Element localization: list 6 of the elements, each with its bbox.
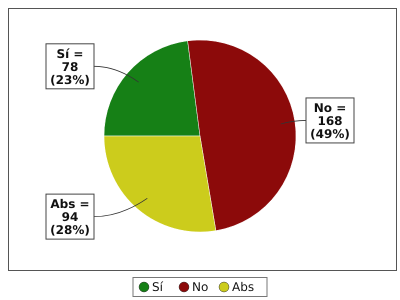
legend-label: Sí xyxy=(152,280,164,294)
legend-label: Abs xyxy=(232,280,254,294)
legend-label: No xyxy=(192,280,208,294)
data-label: No = 168 (49%) xyxy=(310,100,350,141)
data-label: Sí = 78 (23%) xyxy=(50,46,90,87)
data-label: Abs = 94 (28%) xyxy=(50,197,90,238)
